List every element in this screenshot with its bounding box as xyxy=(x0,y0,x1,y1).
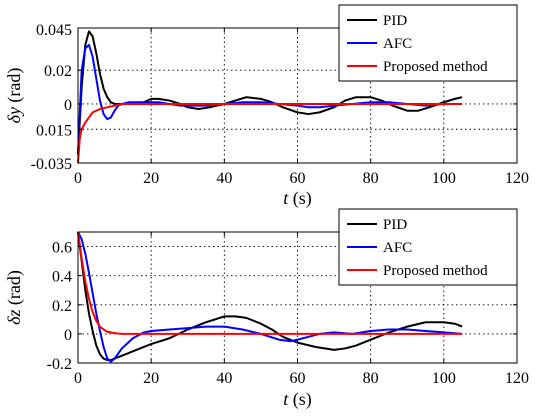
y-tick-label: 0.02 xyxy=(44,63,72,80)
y-tick-label: 0.6 xyxy=(52,240,72,257)
y-tick-label: 0 xyxy=(64,327,72,344)
legend-label: Proposed method xyxy=(383,59,488,75)
y-tick-label: 0 xyxy=(64,97,72,114)
x-tick-label: 20 xyxy=(143,370,159,387)
x-axis-label: t (s) xyxy=(283,389,312,410)
y-tick-label: 0.015 xyxy=(36,122,72,139)
x-tick-label: 60 xyxy=(290,370,306,387)
y-tick-label: -0.2 xyxy=(47,356,72,373)
series-line-proposed-method xyxy=(77,231,463,335)
x-axis-label: t (s) xyxy=(283,188,312,209)
series-line-pid xyxy=(77,231,463,362)
legend-label: AFC xyxy=(383,240,412,256)
y-axis-label: δy (rad) xyxy=(4,68,25,124)
chart-top-delta-y: 0 20 40 60 80 100 120 0.045 0.02 0 0.015 -0.035 t (s… xyxy=(4,4,529,209)
series-line-proposed-method xyxy=(77,102,463,164)
x-tick-label: 0 xyxy=(74,170,82,187)
x-tick-label: 40 xyxy=(216,370,232,387)
x-tick-label: 120 xyxy=(505,170,529,187)
y-tick-label: 0.2 xyxy=(52,298,72,315)
legend-label: AFC xyxy=(383,36,412,52)
y-tick-label: -0.035 xyxy=(31,156,72,173)
y-axis-label: δz (rad) xyxy=(4,270,25,325)
x-tick-label: 80 xyxy=(363,170,379,187)
x-tick-label: 0 xyxy=(74,370,82,387)
legend-label: PID xyxy=(383,217,407,233)
x-tick-label: 20 xyxy=(143,170,159,187)
x-tick-label: 120 xyxy=(505,370,529,387)
x-tick-label: 60 xyxy=(290,170,306,187)
x-tick-label: 40 xyxy=(216,170,232,187)
y-tick-label: 0.045 xyxy=(36,22,72,39)
legend-label: PID xyxy=(383,13,407,29)
x-tick-label: 100 xyxy=(432,170,456,187)
y-tick-label: 0.4 xyxy=(52,269,72,286)
x-tick-label: 100 xyxy=(432,370,456,387)
legend-label: Proposed method xyxy=(383,263,488,279)
x-tick-label: 80 xyxy=(363,370,379,387)
